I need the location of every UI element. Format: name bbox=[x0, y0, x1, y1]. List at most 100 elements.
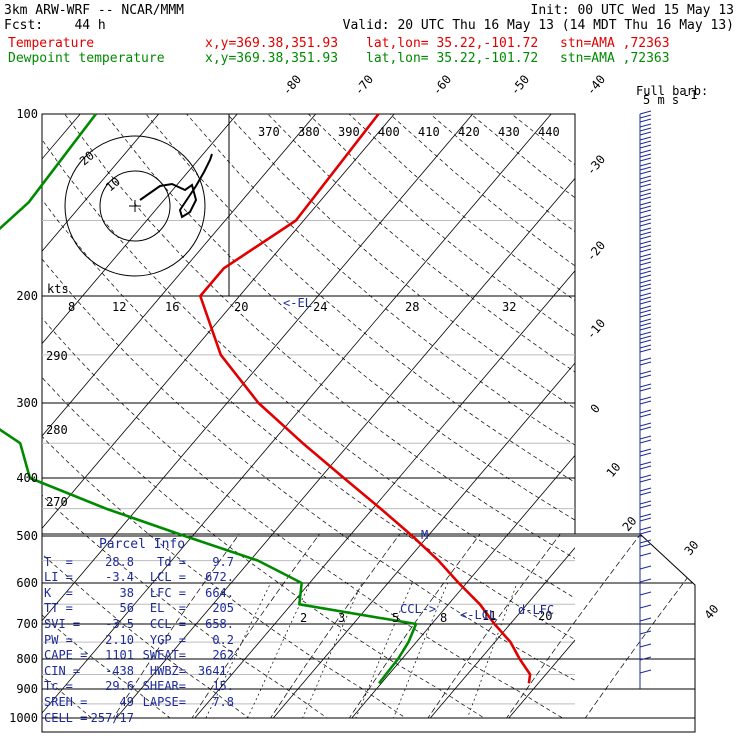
dewpoint-legend-xy: x,y=369.38,351.93 bbox=[205, 51, 339, 66]
parcel-info-row: LI = -3.4 LCL = 672. bbox=[44, 570, 240, 586]
parcel-info-cell: 29.6 bbox=[105, 679, 134, 694]
theta-label: 380 bbox=[298, 125, 320, 139]
mixing-ratio-label: 3 bbox=[338, 611, 345, 625]
wind-barb-flag bbox=[639, 140, 652, 145]
moist-adiabat bbox=[269, 534, 501, 719]
model-title: 3km ARW-WRF -- NCAR/MMM bbox=[4, 3, 185, 18]
parcel-info-cell: SHEAR= bbox=[142, 679, 186, 694]
pressure-label-700: 700 bbox=[16, 617, 38, 631]
dry-adiabat bbox=[267, 114, 575, 373]
wind-barb-flag bbox=[639, 526, 652, 531]
temperature-legend-xy: x,y=369.38,351.93 bbox=[205, 36, 339, 51]
parcel-info-row: TT = 56 EL = 205 bbox=[44, 601, 240, 617]
hodo-scale-label: 32 bbox=[502, 300, 516, 314]
pressure-label-600: 600 bbox=[16, 576, 38, 590]
wind-barb-flag bbox=[639, 448, 652, 453]
wind-barb-flag bbox=[639, 179, 652, 184]
wind-barb-flag bbox=[639, 235, 652, 240]
wind-barb-flag bbox=[639, 313, 652, 318]
dry-adiabat bbox=[42, 494, 358, 719]
mixing-ratio-line bbox=[246, 582, 311, 719]
isotherm-line bbox=[587, 114, 740, 718]
temperature-legend-name: Temperature bbox=[8, 36, 95, 51]
wind-barb-flag bbox=[639, 513, 652, 518]
parcel-info-panel: Parcel Info T = 28.8 Td = 9.7 LI = -3.4 LCL = 6… bbox=[44, 537, 240, 725]
parcel-info-cell: 2.10 bbox=[105, 632, 134, 647]
wind-barb-flag bbox=[639, 335, 652, 340]
parcel-info-cell: 262 bbox=[212, 648, 234, 663]
parcel-info-row: SREH = 49 LAPSE= 7.8 bbox=[44, 695, 240, 711]
level-marker: <-EL bbox=[283, 296, 312, 310]
wind-barb-flag bbox=[639, 500, 652, 505]
parcel-info-cell: CAPE = bbox=[44, 648, 88, 663]
moist-adiabat bbox=[584, 534, 695, 719]
dry-adiabat bbox=[226, 114, 575, 409]
wind-barb-flag bbox=[639, 201, 652, 206]
parcel-info-cell: 49 bbox=[119, 694, 134, 709]
wind-barb-flag bbox=[639, 114, 652, 119]
parcel-info-cell: 257/17 bbox=[90, 710, 134, 725]
wind-barb-flag bbox=[639, 413, 652, 418]
wind-barb-flag bbox=[639, 248, 652, 253]
parcel-info-cell: LCL = bbox=[149, 570, 186, 585]
wind-barb-flag bbox=[639, 283, 652, 288]
temperature-legend-latlon: lat,lon= 35.22,-101.72 bbox=[366, 36, 539, 51]
parcel-info-cell: SVI = bbox=[44, 616, 81, 631]
mixing-ratio-line bbox=[205, 582, 271, 719]
pressure-label-900: 900 bbox=[16, 682, 38, 696]
wind-barb-flag bbox=[639, 253, 652, 258]
wind-barb-flag bbox=[639, 157, 652, 162]
wind-barb-flag bbox=[639, 461, 652, 466]
isotherm-line bbox=[42, 114, 160, 252]
wind-barb-flag bbox=[639, 630, 652, 635]
wind-barb-flag bbox=[639, 322, 652, 327]
parcel-info-cell: SREH = bbox=[44, 694, 88, 709]
isotherm-line bbox=[42, 114, 395, 529]
isotherm-line bbox=[42, 114, 317, 437]
barb-legend-value: 5 m s bbox=[643, 93, 679, 107]
wind-barb-flag bbox=[639, 339, 652, 344]
level-marker: CCL-> bbox=[400, 602, 436, 616]
wind-barb-flag bbox=[639, 192, 652, 197]
wind-barb-flag bbox=[639, 491, 652, 496]
isotherm-line bbox=[351, 454, 575, 719]
wind-barb-flag bbox=[639, 409, 652, 414]
parcel-info-cell: 38 bbox=[119, 585, 134, 600]
parcel-info-cell: LFC = bbox=[149, 585, 186, 600]
moist-adiabat-group bbox=[112, 534, 695, 719]
parcel-info-row: Tc = 29.6 SHEAR= 15. bbox=[44, 679, 240, 695]
wind-barb-flag bbox=[639, 669, 652, 674]
parcel-info-cell: 658. bbox=[205, 616, 234, 631]
parcel-info-row: K = 38 LFC = 664. bbox=[44, 586, 240, 602]
dry-adiabat-group bbox=[42, 114, 575, 719]
parcel-info-cell: -3.4 bbox=[105, 570, 134, 585]
wind-barb-flag bbox=[639, 274, 652, 279]
hodograph-ring-label: 20 bbox=[77, 148, 97, 168]
upper-frame bbox=[41, 113, 576, 535]
mixing-ratio-line bbox=[392, 582, 448, 719]
dry-adiabat bbox=[470, 114, 575, 199]
mixing-ratio-line bbox=[355, 582, 413, 719]
isotherm-label: 10 bbox=[604, 460, 624, 480]
wind-barb-flag bbox=[639, 530, 652, 535]
hodograph-ring bbox=[64, 135, 206, 277]
wind-barb-flag bbox=[639, 110, 652, 115]
hodograph-ring bbox=[99, 170, 171, 242]
wind-barb-flag bbox=[639, 170, 652, 175]
parcel-info-cell: K = bbox=[44, 585, 73, 600]
parcel-info-cell: HWBZ= bbox=[149, 663, 186, 678]
wind-barb-flag bbox=[639, 296, 652, 301]
parcel-info-cell: CIN = bbox=[44, 663, 81, 678]
mixing-ratio-label: 5 bbox=[392, 611, 399, 625]
wind-barb-flag bbox=[639, 374, 652, 379]
isotherm-line bbox=[42, 114, 552, 714]
wind-barb-flag bbox=[639, 123, 652, 128]
wind-barb-flag bbox=[639, 205, 652, 210]
wind-barb-flag bbox=[639, 309, 652, 314]
pressure-label-200: 200 bbox=[16, 289, 38, 303]
wind-barb-flag bbox=[639, 266, 652, 271]
wind-barb-flag bbox=[639, 292, 652, 297]
parcel-info-cell: EL = bbox=[149, 601, 186, 616]
wind-barb-flag bbox=[639, 474, 652, 479]
